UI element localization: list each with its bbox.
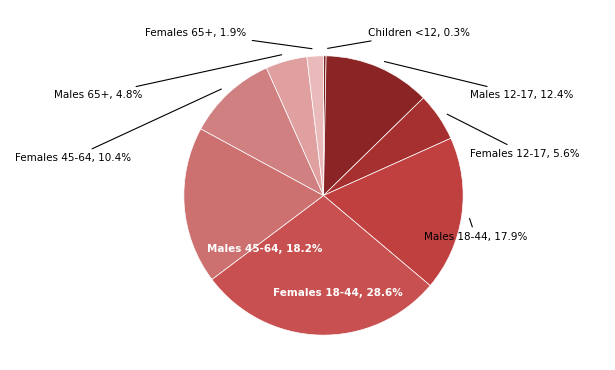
Text: Females 12-17, 5.6%: Females 12-17, 5.6% [447, 114, 580, 159]
Wedge shape [184, 129, 323, 279]
Text: Children <12, 0.3%: Children <12, 0.3% [328, 28, 470, 48]
Wedge shape [323, 138, 463, 286]
Wedge shape [212, 195, 430, 335]
Text: Males 12-17, 12.4%: Males 12-17, 12.4% [384, 61, 574, 100]
Wedge shape [323, 56, 423, 195]
Text: Females 18-44, 28.6%: Females 18-44, 28.6% [272, 288, 402, 298]
Wedge shape [200, 68, 323, 195]
Text: Males 18-44, 17.9%: Males 18-44, 17.9% [424, 219, 528, 242]
Wedge shape [323, 56, 326, 195]
Text: Males 45-64, 18.2%: Males 45-64, 18.2% [207, 243, 322, 253]
Wedge shape [323, 98, 451, 195]
Wedge shape [266, 57, 323, 195]
Wedge shape [307, 56, 323, 195]
Text: Females 45-64, 10.4%: Females 45-64, 10.4% [15, 89, 221, 163]
Text: Males 65+, 4.8%: Males 65+, 4.8% [54, 55, 282, 100]
Text: Females 65+, 1.9%: Females 65+, 1.9% [145, 28, 312, 49]
